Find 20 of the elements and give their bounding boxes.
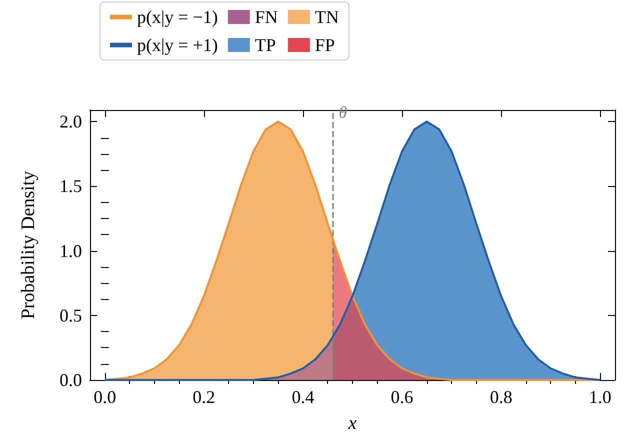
legend-label: p(x|y = +1) xyxy=(137,35,218,55)
legend-label: FP xyxy=(314,35,335,55)
legend-label: TN xyxy=(314,7,339,27)
x-tick-label: 0.4 xyxy=(292,387,314,407)
x-tick-label: 0.2 xyxy=(192,387,216,407)
x-tick-label: 0.0 xyxy=(94,387,116,407)
y-tick-label: 1.0 xyxy=(60,240,82,261)
line-series xyxy=(104,120,602,381)
legend-label: TP xyxy=(254,35,276,55)
y-tick-label: 0.5 xyxy=(60,305,82,326)
x-axis-title: x xyxy=(347,413,358,434)
x-tick-label: 0.8 xyxy=(490,387,512,407)
x-tick-label: 0.6 xyxy=(390,387,414,407)
y-axis-title: Probability Density xyxy=(18,170,39,320)
legend-label: p(x|y = −1) xyxy=(137,7,218,27)
x-tick-label: 1.0 xyxy=(588,387,612,407)
y-tick-label: 2.0 xyxy=(60,112,82,132)
y-tick-label: 0.0 xyxy=(60,370,82,390)
y-tick-label: 1.5 xyxy=(60,176,82,196)
legend-label: FN xyxy=(254,7,278,27)
